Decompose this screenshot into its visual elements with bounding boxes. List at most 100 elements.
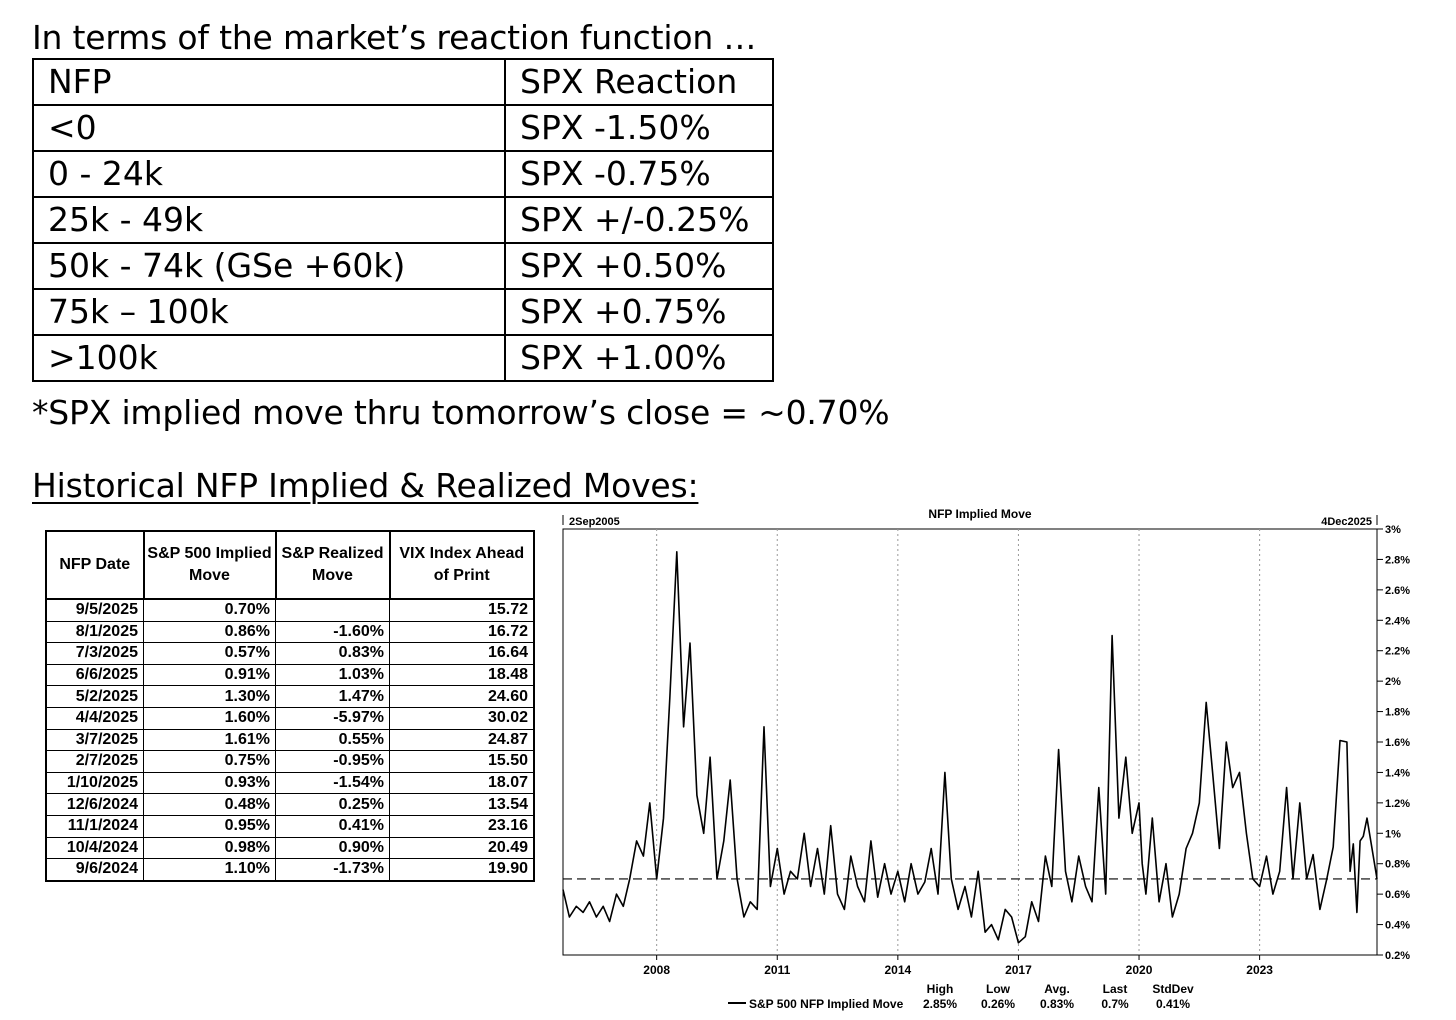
plot-frame <box>562 528 1378 956</box>
start-date-label: 2Sep2005 <box>569 516 620 528</box>
stat-value: 0.7% <box>1101 997 1129 1011</box>
history-cell: 11/1/2024 <box>45 814 144 838</box>
history-cell: 0.83% <box>275 642 390 665</box>
stat-value: 0.83% <box>1040 997 1074 1011</box>
historical-heading: Historical NFP Implied & Realized Moves: <box>32 466 699 505</box>
history-cell: 15.50 <box>389 750 535 773</box>
history-cell: 9/5/2025 <box>45 598 144 622</box>
history-cell: 0.98% <box>143 836 276 860</box>
nfp-range-cell: 25k - 49k <box>32 196 506 244</box>
history-cell: 15.72 <box>389 598 535 622</box>
spx-reaction-cell: SPX +1.00% <box>504 334 774 382</box>
reaction-table-row: >100k SPX +1.00% <box>32 334 774 382</box>
history-cell: 0.95% <box>143 814 276 838</box>
y-tick-label: 0.4% <box>1385 920 1410 932</box>
x-tick-label: 2017 <box>1005 963 1032 977</box>
history-table: NFP Date S&P 500 Implied Move S&P Realized… <box>45 530 535 882</box>
end-date-label: 4Dec2025 <box>1321 516 1372 528</box>
history-cell: 0.55% <box>275 728 390 752</box>
page-title: In terms of the market’s reaction functi… <box>32 18 757 57</box>
y-tick-label: 2.8% <box>1385 554 1410 566</box>
y-tick-label: 0.2% <box>1385 950 1410 962</box>
history-header-cell: NFP Date <box>45 530 145 600</box>
history-row: 9/5/2025 0.70% 15.72 <box>45 598 535 622</box>
history-row: 11/1/2024 0.95% 0.41% 23.16 <box>45 814 535 838</box>
stat-header: Avg. <box>1044 982 1070 996</box>
history-cell: 0.93% <box>143 771 276 795</box>
spx-reaction-cell: SPX +/-0.25% <box>504 196 774 244</box>
y-tick-label: 1.8% <box>1385 707 1410 719</box>
history-cell: 24.87 <box>389 728 535 752</box>
y-tick-label: 2.6% <box>1385 585 1410 597</box>
history-cell: 0.41% <box>275 814 390 838</box>
history-cell: 1.47% <box>275 685 390 708</box>
history-cell: 24.60 <box>389 685 535 708</box>
history-cell: 7/3/2025 <box>45 642 144 665</box>
nfp-range-cell: 0 - 24k <box>32 150 506 198</box>
history-cell: 1.10% <box>143 858 276 882</box>
spx-reaction-cell: SPX -1.50% <box>504 104 774 152</box>
stat-header: High <box>927 982 954 996</box>
history-row: 8/1/2025 0.86% -1.60% 16.72 <box>45 620 535 644</box>
history-cell: 23.16 <box>389 814 535 838</box>
history-cell: 1.30% <box>143 685 276 708</box>
history-cell: 4/4/2025 <box>45 706 144 730</box>
history-row: 12/6/2024 0.48% 0.25% 13.54 <box>45 793 535 816</box>
y-tick-label: 1.6% <box>1385 737 1410 749</box>
history-cell: 0.48% <box>143 793 276 816</box>
chart-title: NFP Implied Move <box>928 507 1031 521</box>
history-row: 9/6/2024 1.10% -1.73% 19.90 <box>45 858 535 882</box>
history-cell: 6/6/2025 <box>45 663 144 687</box>
history-cell <box>275 598 390 622</box>
spx-reaction-cell: SPX +0.75% <box>504 288 774 336</box>
history-row: 6/6/2025 0.91% 1.03% 18.48 <box>45 663 535 687</box>
history-cell: 12/6/2024 <box>45 793 144 816</box>
reaction-table-row: 25k - 49k SPX +/-0.25% <box>32 196 774 244</box>
history-cell: 2/7/2025 <box>45 750 144 773</box>
history-cell: 5/2/2025 <box>45 685 144 708</box>
y-tick-label: 3% <box>1385 524 1401 536</box>
history-cell: 0.91% <box>143 663 276 687</box>
history-cell: -1.73% <box>275 858 390 882</box>
reaction-table-row: 50k - 74k (GSe +60k) SPX +0.50% <box>32 242 774 290</box>
history-cell: 30.02 <box>389 706 535 730</box>
spx-reaction-cell: SPX +0.50% <box>504 242 774 290</box>
x-tick-label: 2011 <box>764 963 790 977</box>
y-tick-label: 1.4% <box>1385 767 1410 779</box>
x-tick-label: 2008 <box>643 963 670 977</box>
spx-reaction-cell: SPX -0.75% <box>504 150 774 198</box>
history-cell: 0.70% <box>143 598 276 622</box>
nfp-range-cell: NFP <box>32 58 506 106</box>
history-cell: 8/1/2025 <box>45 620 144 644</box>
history-row: 2/7/2025 0.75% -0.95% 15.50 <box>45 750 535 773</box>
history-cell: -0.95% <box>275 750 390 773</box>
history-cell: 0.57% <box>143 642 276 665</box>
history-cell: 13.54 <box>389 793 535 816</box>
history-cell: 1.61% <box>143 728 276 752</box>
history-row: 4/4/2025 1.60% -5.97% 30.02 <box>45 706 535 730</box>
nfp-range-cell: >100k <box>32 334 506 382</box>
history-cell: 10/4/2024 <box>45 836 144 860</box>
history-cell: 16.64 <box>389 642 535 665</box>
y-tick-label: 2.2% <box>1385 646 1410 658</box>
history-row: 7/3/2025 0.57% 0.83% 16.64 <box>45 642 535 665</box>
history-cell: 0.90% <box>275 836 390 860</box>
y-tick-label: 2% <box>1385 676 1401 688</box>
history-header-cell: S&P Realized Move <box>274 530 391 600</box>
history-cell: 16.72 <box>389 620 535 644</box>
nfp-range-cell: 50k - 74k (GSe +60k) <box>32 242 506 290</box>
implied-move-chart: 2008 2011 2014 2017 2020 2023 0.2% 0.4% 0.6% 0.8%… <box>562 507 1410 1011</box>
nfp-range-cell: 75k – 100k <box>32 288 506 336</box>
x-tick-label: 2023 <box>1246 963 1273 977</box>
history-cell: -1.60% <box>275 620 390 644</box>
history-row: 1/10/2025 0.93% -1.54% 18.07 <box>45 771 535 795</box>
stat-header: Last <box>1103 982 1128 996</box>
stat-value: 2.85% <box>923 997 957 1011</box>
reaction-table-row: 75k – 100k SPX +0.75% <box>32 288 774 336</box>
history-cell: 1/10/2025 <box>45 771 144 795</box>
history-cell: 0.75% <box>143 750 276 773</box>
history-row: 3/7/2025 1.61% 0.55% 24.87 <box>45 728 535 752</box>
stat-value: 0.41% <box>1156 997 1190 1011</box>
history-header-cell: VIX Index Ahead of Print <box>388 530 535 600</box>
stat-header: StdDev <box>1152 982 1194 996</box>
